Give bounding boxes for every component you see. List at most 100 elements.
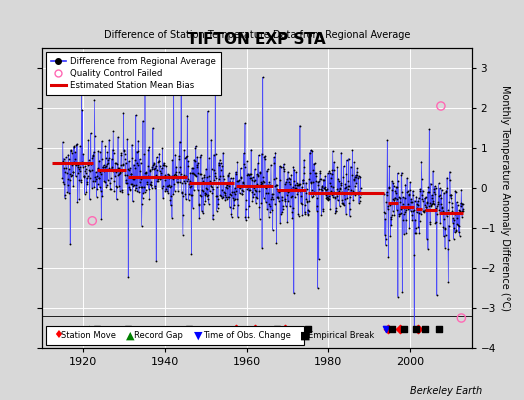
Point <box>104 156 112 163</box>
Point <box>239 180 247 186</box>
Point <box>299 180 308 186</box>
Point <box>241 214 249 220</box>
Point <box>397 210 405 216</box>
Point <box>119 161 127 167</box>
Point <box>171 151 180 158</box>
Point <box>236 183 244 189</box>
Point <box>189 165 198 171</box>
Point <box>406 208 414 214</box>
Point <box>409 188 417 194</box>
Point <box>246 175 254 181</box>
Point <box>301 190 310 196</box>
Point <box>212 208 221 214</box>
Point <box>210 176 219 183</box>
Point <box>442 213 451 219</box>
Point <box>273 194 281 200</box>
Point <box>93 185 101 192</box>
Point <box>263 206 271 212</box>
Point <box>330 189 339 195</box>
Point <box>279 206 287 213</box>
Point <box>236 185 244 191</box>
Point <box>155 150 163 157</box>
Point <box>252 188 260 195</box>
Point <box>125 187 134 193</box>
Point <box>195 192 204 198</box>
Point <box>353 172 361 179</box>
Point <box>96 169 104 175</box>
Point <box>201 198 210 204</box>
Point <box>285 179 293 185</box>
Point <box>198 208 206 214</box>
Point <box>151 162 160 169</box>
Point <box>180 155 189 161</box>
Point <box>439 209 447 216</box>
Point <box>199 188 208 194</box>
Point <box>63 169 71 176</box>
Point <box>189 169 198 176</box>
Point <box>414 224 422 230</box>
Point <box>69 183 78 190</box>
Point <box>411 230 419 236</box>
Point <box>60 156 68 162</box>
Point <box>203 186 211 192</box>
Point <box>93 326 101 332</box>
Point <box>423 199 431 206</box>
Point <box>113 160 122 167</box>
Point <box>342 184 350 190</box>
Point <box>68 162 76 168</box>
Point <box>296 122 304 129</box>
Point <box>344 186 352 192</box>
Point <box>151 165 159 172</box>
Point <box>405 206 413 212</box>
Point <box>177 170 185 177</box>
Point <box>308 178 316 185</box>
Point <box>255 204 264 210</box>
Point <box>324 197 332 203</box>
Point <box>409 207 418 214</box>
Point <box>249 194 257 200</box>
Point <box>254 173 262 179</box>
Point <box>182 196 190 202</box>
Point <box>383 137 391 143</box>
Point <box>190 156 198 163</box>
Point <box>213 184 221 190</box>
Point <box>456 200 465 207</box>
Point <box>116 162 125 168</box>
Point <box>403 175 411 181</box>
Point <box>115 170 124 176</box>
Y-axis label: Monthly Temperature Anomaly Difference (°C): Monthly Temperature Anomaly Difference (… <box>500 85 510 311</box>
Point <box>133 188 141 195</box>
Point <box>316 168 324 174</box>
Point <box>160 162 169 168</box>
Point <box>179 192 188 199</box>
Point <box>381 232 389 238</box>
Point <box>298 211 307 218</box>
Point <box>203 174 211 180</box>
Point <box>446 195 455 201</box>
Point <box>76 143 84 149</box>
Point <box>142 170 150 176</box>
Point <box>69 169 77 175</box>
Point <box>99 164 107 170</box>
Point <box>153 167 161 173</box>
Point <box>249 185 258 191</box>
Point <box>304 326 312 332</box>
Point <box>311 191 320 198</box>
Point <box>404 201 412 207</box>
Point <box>170 188 179 194</box>
Point <box>124 166 132 172</box>
Point <box>80 191 89 197</box>
Point <box>340 202 348 208</box>
Point <box>434 180 443 187</box>
Point <box>292 169 300 175</box>
Point <box>108 156 116 162</box>
Point <box>168 157 177 163</box>
Point <box>106 180 114 186</box>
Point <box>260 156 269 162</box>
Point <box>199 178 207 184</box>
Point <box>96 148 104 155</box>
Point <box>205 172 214 179</box>
Point <box>236 165 245 172</box>
Point <box>314 178 322 185</box>
Point <box>155 158 163 164</box>
